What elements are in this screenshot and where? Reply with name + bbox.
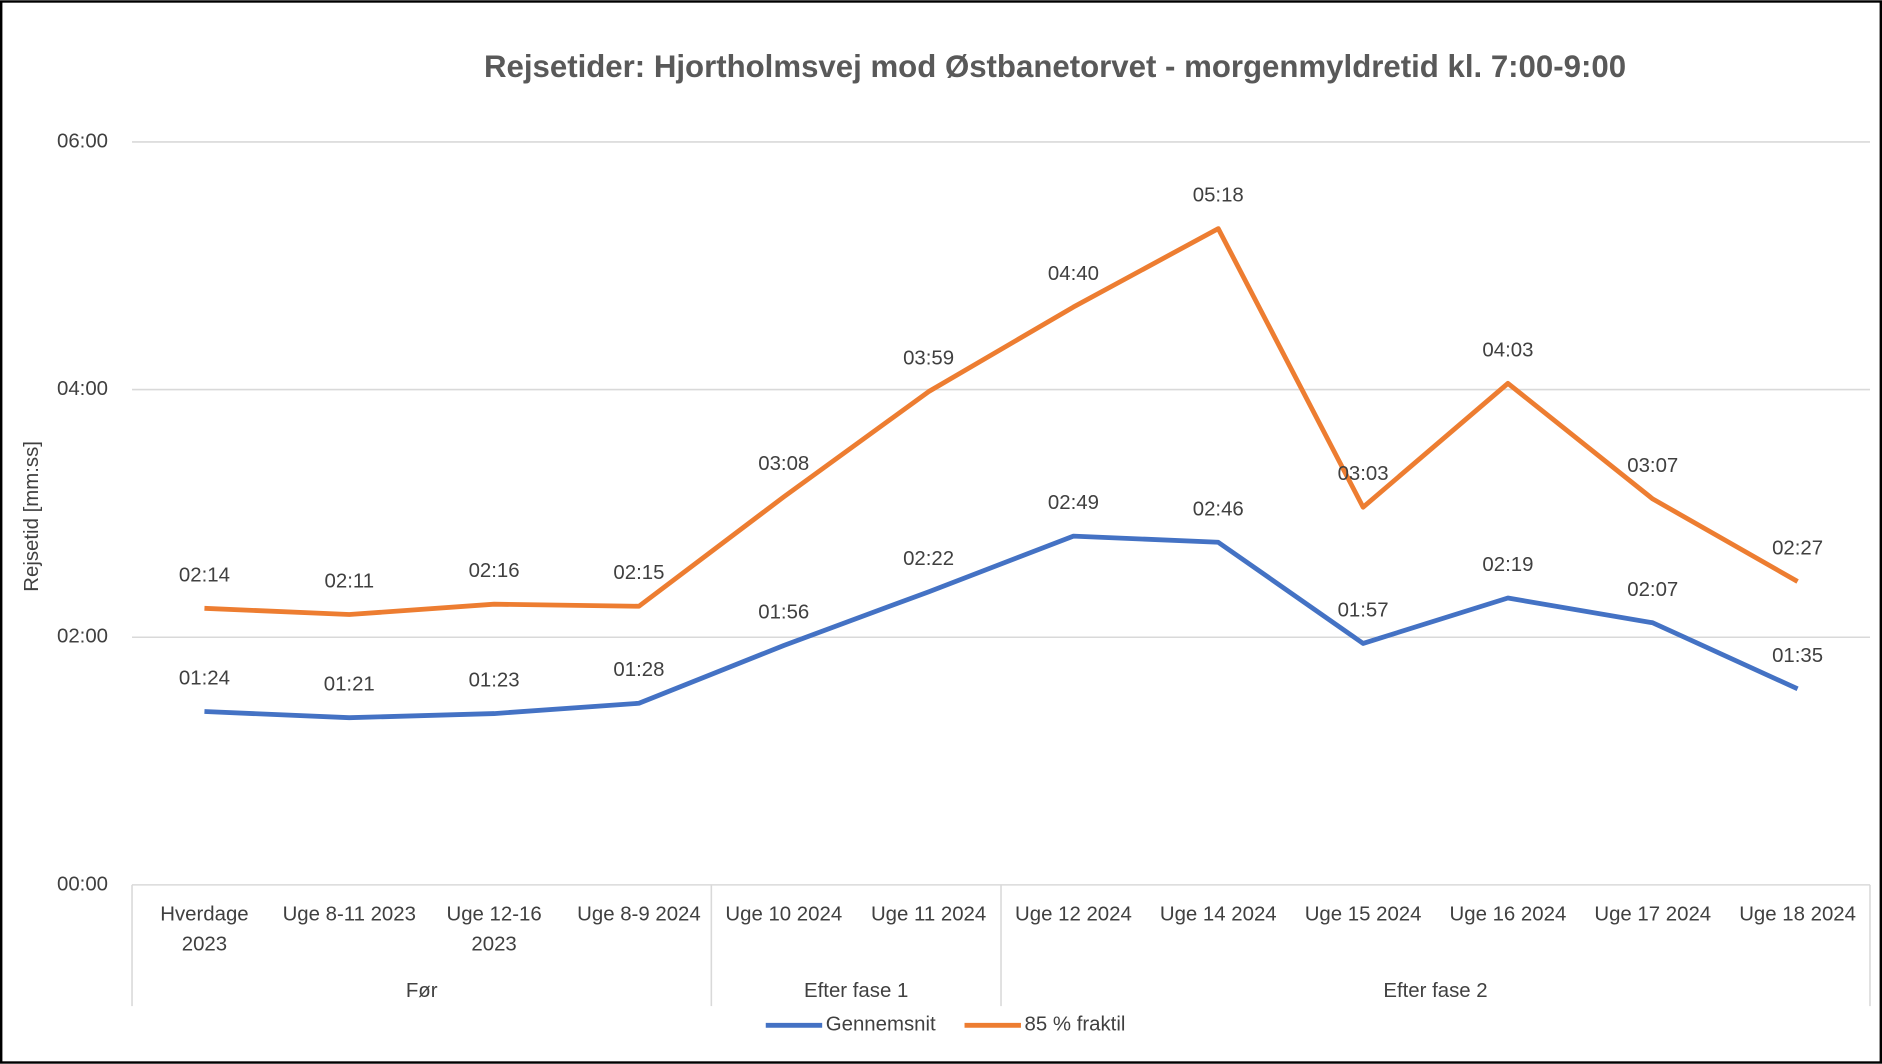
group-label: Efter fase 2	[1383, 980, 1487, 1002]
x-tick-label: Uge 15 2024	[1305, 903, 1422, 925]
chart-title: Rejsetider: Hjortholmsvej mod Østbanetor…	[484, 49, 1626, 84]
data-label: 01:23	[469, 670, 520, 692]
data-label: 03:07	[1627, 455, 1678, 477]
x-tick-label: Uge 18 2024	[1739, 903, 1856, 925]
data-label: 01:28	[613, 659, 664, 681]
x-tick-label: Uge 10 2024	[725, 903, 842, 925]
x-tick-label: Uge 12-16	[446, 903, 541, 925]
data-label: 02:16	[469, 560, 520, 582]
data-label: 04:03	[1482, 339, 1533, 361]
x-tick-label: Hverdage	[160, 903, 248, 925]
data-label: 02:22	[903, 548, 954, 570]
data-label: 04:40	[1048, 263, 1099, 285]
y-axis-label: Rejsetid [mm:ss]	[21, 441, 43, 592]
x-tick-label: Uge 8-11 2023	[283, 903, 416, 925]
x-tick-label: Uge 12 2024	[1015, 903, 1132, 925]
x-tick-label: Uge 16 2024	[1450, 903, 1567, 925]
legend-label: 85 % fraktil	[1025, 1014, 1126, 1036]
y-tick-label: 06:00	[57, 130, 108, 152]
legend-label: Gennemsnit	[826, 1014, 936, 1036]
y-tick-label: 04:00	[57, 378, 108, 400]
x-tick-label: Uge 14 2024	[1160, 903, 1277, 925]
data-label: 01:57	[1338, 599, 1389, 621]
group-label: Efter fase 1	[804, 980, 908, 1002]
data-label: 03:03	[1338, 463, 1389, 485]
data-label: 03:59	[903, 348, 954, 370]
x-tick-label: 2023	[182, 933, 227, 955]
x-tick-label: Uge 17 2024	[1594, 903, 1711, 925]
data-label: 02:14	[179, 564, 230, 586]
data-label: 02:11	[325, 571, 375, 593]
y-tick-label: 00:00	[57, 873, 108, 895]
data-label: 03:08	[758, 453, 809, 475]
x-tick-label: Uge 8-9 2024	[577, 903, 701, 925]
y-tick-label: 02:00	[57, 626, 108, 648]
data-label: 02:19	[1482, 554, 1533, 576]
series-line	[204, 533, 1799, 721]
data-label: 01:35	[1772, 645, 1823, 667]
group-label: Før	[406, 980, 438, 1002]
data-label: 01:56	[758, 601, 809, 623]
data-label: 02:27	[1772, 537, 1823, 559]
data-label: 01:24	[179, 668, 230, 690]
x-tick-label: Uge 11 2024	[871, 903, 986, 925]
series-line	[204, 226, 1799, 617]
data-label: 01:21	[324, 674, 375, 696]
data-label: 02:49	[1048, 492, 1099, 514]
data-label: 02:46	[1193, 498, 1244, 520]
data-label: 02:07	[1627, 579, 1678, 601]
x-tick-label: 2023	[471, 933, 516, 955]
data-label: 05:18	[1193, 185, 1244, 207]
data-label: 02:15	[613, 562, 664, 584]
